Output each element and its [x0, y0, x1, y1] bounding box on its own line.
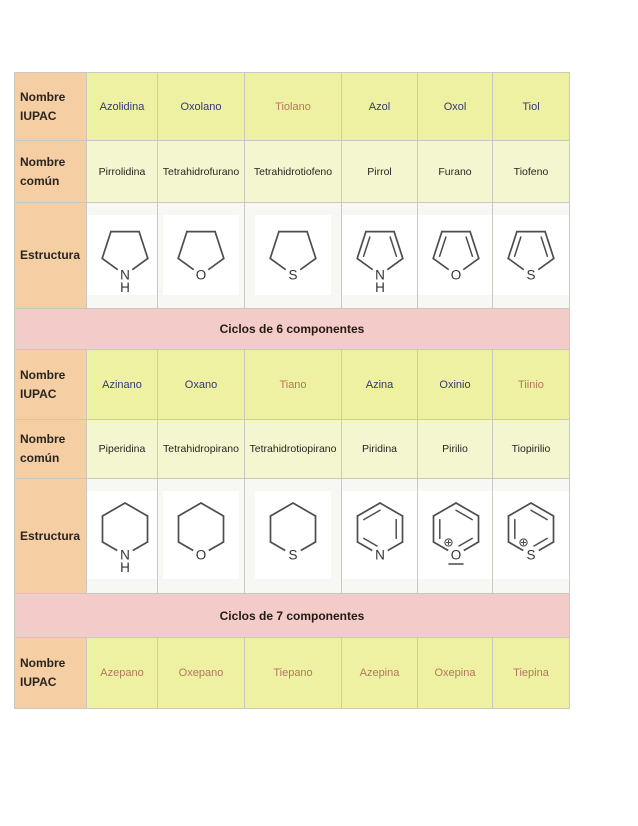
common-name: Tetrahidropirano [157, 419, 245, 479]
svg-text:S: S [526, 267, 535, 282]
structure-pirilio-diagram: O [418, 491, 492, 579]
iupac-name-azepina[interactable]: Azepina [359, 667, 400, 679]
section-header-7: Ciclos de 7 componentes [14, 593, 570, 638]
iupac-name-tiolano[interactable]: Tiolano [275, 100, 311, 113]
row-label-iupac: Nombre IUPAC [14, 637, 87, 709]
structure-piridina-diagram: N [342, 491, 417, 579]
iupac-name-oxano[interactable]: Oxano [184, 378, 218, 391]
svg-text:N: N [375, 548, 385, 563]
iupac-name-oxol[interactable]: Oxol [443, 100, 467, 113]
iupac-name-azinano[interactable]: Azinano [102, 378, 142, 391]
iupac-name-oxolano[interactable]: Oxolano [180, 100, 222, 113]
svg-text:N: N [375, 267, 385, 282]
row-label-iupac: Nombre IUPAC [14, 349, 87, 420]
iupac-name-tiano[interactable]: Tiano [279, 378, 307, 391]
common-name: Tiofeno [492, 140, 570, 203]
svg-text:O: O [196, 548, 207, 563]
iupac-name-tiinio[interactable]: Tiinio [518, 378, 544, 391]
iupac-name-azol[interactable]: Azol [368, 100, 391, 113]
nomenclature-table: Nombre IUPAC Azolidina Oxolano Tiolano A… [14, 72, 570, 709]
row-common-5: Nombre común Pirrolidina Tetrahidrofuran… [14, 140, 570, 203]
common-name: Furano [417, 140, 493, 203]
svg-text:N: N [120, 267, 130, 282]
section-title-6: Ciclos de 6 componentes [14, 308, 570, 350]
row-iupac-5: Nombre IUPAC Azolidina Oxolano Tiolano A… [14, 72, 570, 141]
common-name: Pirrol [341, 140, 418, 203]
iupac-name-azolidina[interactable]: Azolidina [99, 100, 145, 113]
structure-tiofeno-diagram: S [493, 214, 569, 295]
svg-text:N: N [120, 548, 130, 563]
row-iupac-6: Nombre IUPAC Azinano Oxano Tiano Azina O… [14, 349, 570, 420]
structure-tetrahidrotiofeno-diagram: S [255, 214, 331, 295]
common-name: Pirrolidina [86, 140, 158, 203]
structure-furano-diagram: O [418, 214, 492, 295]
section-title-7: Ciclos de 7 componentes [14, 593, 570, 638]
row-label-common: Nombre común [14, 140, 87, 203]
common-name: Pirilio [417, 419, 493, 479]
row-label-common: Nombre común [14, 419, 87, 479]
row-label-iupac: Nombre IUPAC [14, 72, 87, 141]
common-name: Tiopirilio [492, 419, 570, 479]
svg-text:H: H [375, 280, 385, 294]
iupac-name-oxepano[interactable]: Oxepano [178, 667, 224, 679]
svg-text:O: O [451, 548, 462, 563]
row-label-structure: Estructura [14, 478, 87, 594]
svg-text:S: S [526, 548, 535, 563]
row-common-6: Nombre común Piperidina Tetrahidropirano… [14, 419, 570, 479]
svg-text:H: H [120, 280, 130, 294]
common-name: Tetrahidrotiopirano [244, 419, 342, 479]
row-label-structure: Estructura [14, 202, 87, 309]
svg-text:S: S [288, 267, 297, 282]
iupac-name-oxinio[interactable]: Oxinio [439, 378, 471, 391]
iupac-name-azina[interactable]: Azina [365, 378, 394, 391]
common-name: Tetrahidrotiofeno [244, 140, 342, 203]
iupac-name-tiepina[interactable]: Tiepina [513, 667, 549, 679]
iupac-name-azepano[interactable]: Azepano [100, 667, 144, 679]
svg-text:O: O [196, 267, 207, 282]
structure-tetrahidrofurano-diagram: O [163, 214, 239, 295]
iupac-name-tiol[interactable]: Tiol [522, 100, 540, 113]
structure-tetrahidropirano-diagram: O [163, 491, 239, 579]
row-iupac-7: Nombre IUPAC Azepano Oxepano Tiepano Aze… [14, 637, 570, 709]
iupac-name-tiepano[interactable]: Tiepano [273, 667, 313, 679]
common-name: Piperidina [86, 419, 158, 479]
iupac-name-oxepina[interactable]: Oxepina [434, 667, 476, 679]
svg-text:H: H [120, 560, 130, 575]
common-name: Piridina [341, 419, 418, 479]
structure-tetrahidrotiopirano-diagram: S [255, 491, 331, 579]
svg-text:O: O [451, 267, 462, 282]
structure-tiopirilio-diagram: S [493, 491, 569, 579]
section-header-6: Ciclos de 6 componentes [14, 308, 570, 350]
common-name: Tetrahidrofurano [157, 140, 245, 203]
svg-text:S: S [288, 548, 297, 563]
